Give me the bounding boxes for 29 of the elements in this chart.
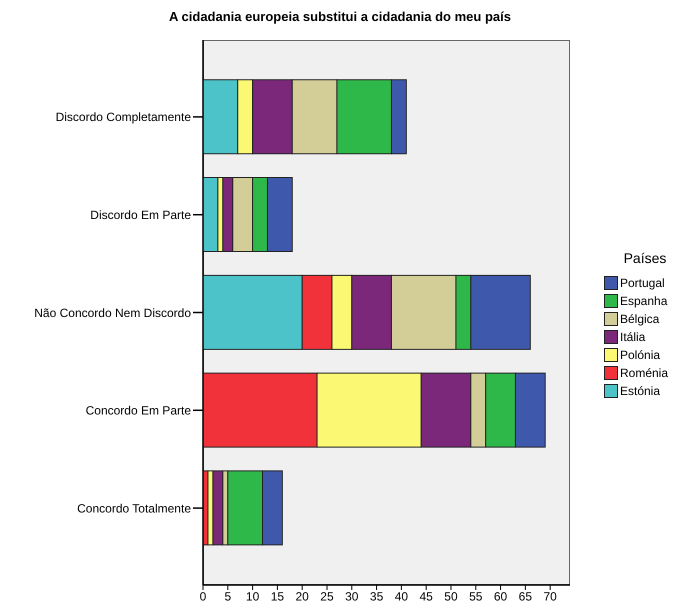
x-tick-label: 0: [200, 590, 207, 604]
legend-label: Polónia: [620, 348, 660, 362]
legend-title: Países: [622, 250, 668, 266]
x-tick-label: 65: [518, 590, 532, 604]
x-tick-label: 10: [246, 590, 260, 604]
y-tick-label: Concordo Em Parte: [86, 404, 192, 418]
legend-label: Roménia: [620, 366, 668, 380]
x-tick-label: 50: [444, 590, 458, 604]
legend-label: Itália: [620, 330, 646, 344]
legend-label: Bélgica: [620, 312, 660, 326]
x-tick-label: 60: [494, 590, 508, 604]
legend-label: Estónia: [620, 384, 660, 398]
x-tick-label: 5: [224, 590, 232, 604]
x-tick-label: 25: [320, 590, 334, 604]
x-tick-label: 30: [345, 590, 359, 604]
legend-label: Portugal: [620, 276, 665, 290]
x-tick-label: 15: [270, 590, 284, 604]
x-tick-label: 70: [543, 590, 558, 604]
x-tick-label: 20: [296, 590, 310, 604]
x-tick-label: 45: [419, 590, 434, 604]
y-tick-label: Discordo Completamente: [56, 110, 192, 124]
x-tick-label: 55: [469, 590, 483, 604]
y-tick-label: Discordo Em Parte: [90, 208, 192, 222]
x-tick-label: 40: [394, 590, 408, 604]
y-tick-label: Não Concordo Nem Discordo: [34, 306, 192, 320]
legend-label: Espanha: [620, 294, 668, 308]
x-tick-label: 35: [370, 590, 384, 604]
chart-title: A cidadania europeia substitui a cidadania do meu país: [168, 9, 512, 24]
y-tick-label: Concordo Totalmente: [77, 501, 192, 516]
